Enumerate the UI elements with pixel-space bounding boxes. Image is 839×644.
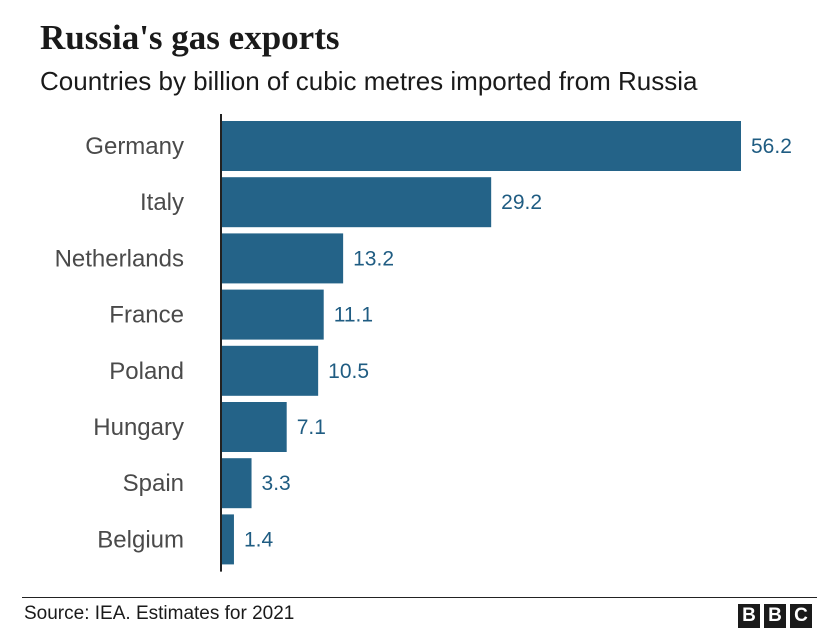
value-label-poland: 10.5	[328, 360, 369, 383]
footer-divider	[22, 597, 817, 598]
source-note: Source: IEA. Estimates for 2021	[24, 603, 295, 624]
category-label-italy: Italy	[140, 189, 184, 216]
bar-spain	[221, 458, 252, 509]
bar-netherlands	[221, 233, 344, 284]
logo-letter-c: C	[790, 604, 812, 628]
category-label-poland: Poland	[109, 358, 184, 385]
category-label-germany: Germany	[85, 133, 184, 160]
logo-letter-b1: B	[738, 604, 760, 628]
value-label-netherlands: 13.2	[353, 247, 394, 270]
bbc-logo: B B C	[738, 604, 812, 628]
value-label-germany: 56.2	[751, 135, 792, 158]
category-label-spain: Spain	[123, 470, 184, 497]
category-label-belgium: Belgium	[97, 526, 184, 553]
bar-france	[221, 289, 324, 340]
bar-germany	[221, 121, 741, 171]
chart-title: Russia's gas exports	[40, 18, 340, 57]
bar-belgium	[221, 514, 234, 565]
bar-italy	[221, 177, 492, 228]
value-label-belgium: 1.4	[244, 528, 274, 551]
category-label-hungary: Hungary	[93, 414, 184, 441]
value-label-france: 11.1	[334, 304, 373, 327]
value-label-hungary: 7.1	[297, 416, 326, 439]
category-label-netherlands: Netherlands	[55, 245, 184, 272]
value-label-spain: 3.3	[262, 472, 291, 495]
logo-letter-b2: B	[764, 604, 786, 628]
category-label-france: France	[109, 302, 184, 329]
bar-chart: Germany 56.2 Italy 29.2 Netherlands 13.2 Franc…	[55, 114, 792, 572]
bar-hungary	[221, 402, 287, 452]
chart-subtitle: Countries by billion of cubic metres imp…	[40, 66, 698, 96]
bar-poland	[221, 345, 319, 396]
value-label-italy: 29.2	[501, 191, 542, 214]
